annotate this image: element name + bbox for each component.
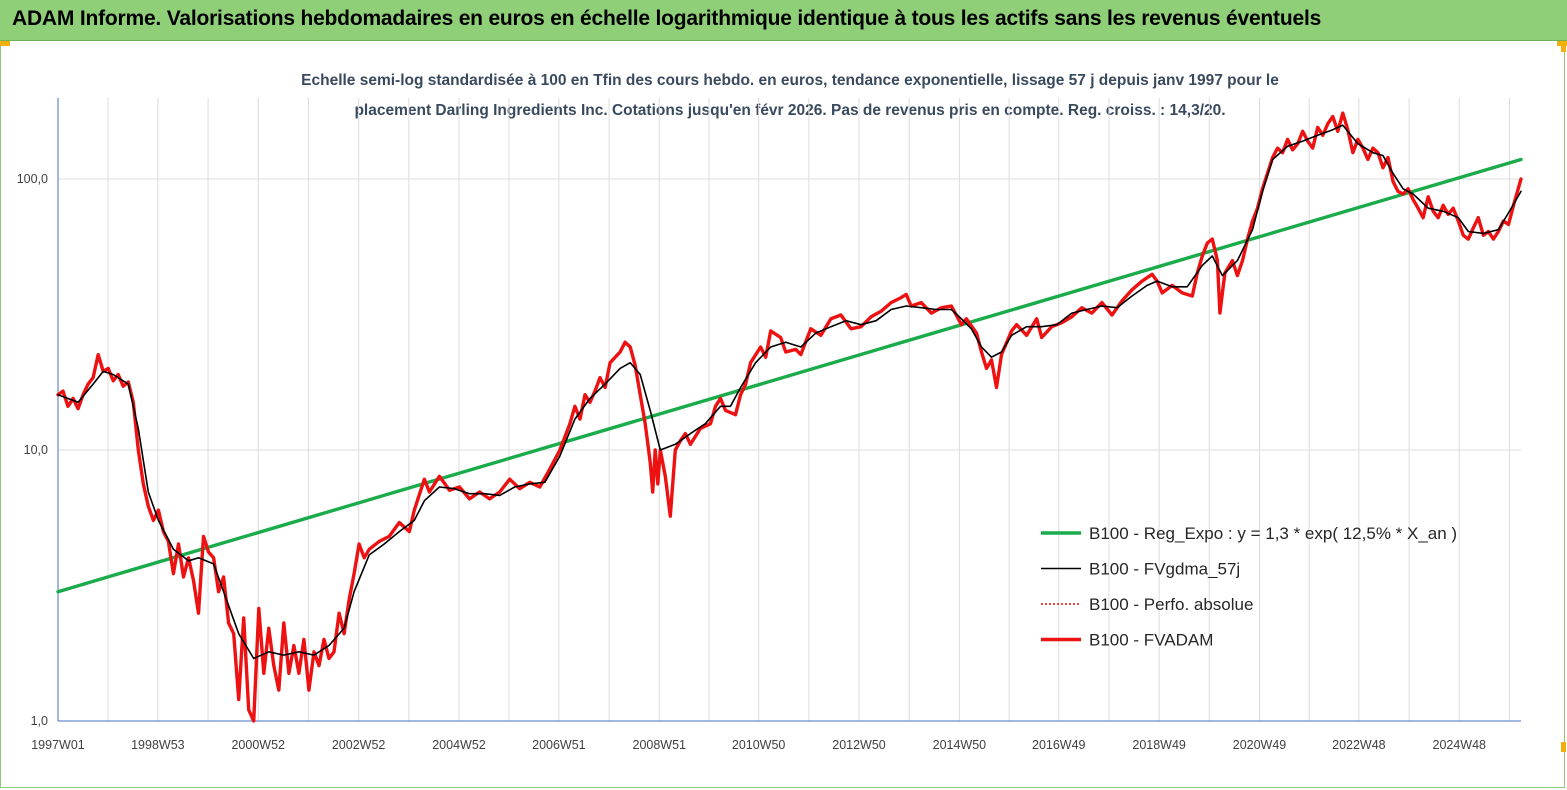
y-tick-label: 10,0 [24,443,48,457]
x-tick-label: 2016W49 [1032,738,1086,752]
x-tick-label: 1998W53 [131,738,185,752]
header-banner: ADAM Informe. Valorisations hebdomadaire… [0,0,1567,41]
chart-subtitle-line-1: Echelle semi-log standardisée à 100 en T… [301,72,1279,89]
legend-label: B100 - Perfo. absolue [1089,595,1253,614]
x-tick-label: 2018W49 [1132,738,1186,752]
x-tick-label: 2014W50 [933,738,987,752]
series-line [56,111,1523,723]
series [56,111,1523,723]
x-tick-label: 2008W51 [633,738,687,752]
series-line [56,157,1523,594]
x-tick-label: 2002W52 [332,738,386,752]
x-tick-label: 2022W48 [1332,738,1386,752]
corner-marker [1561,742,1566,752]
x-tick-label: 2000W52 [231,738,285,752]
grid [58,98,1521,722]
series-line [57,124,1522,660]
y-tick-label: 100,0 [17,172,48,186]
x-tick-label: 2004W52 [432,738,486,752]
y-tick-label: 1,0 [31,714,48,728]
legend-label: B100 - Reg_Expo : y = 1,3 * exp( 12,5% *… [1089,524,1457,543]
corner-marker [0,41,10,46]
x-tick-label: 2006W51 [532,738,586,752]
page-title: ADAM Informe. Valorisations hebdomadaire… [12,7,1322,30]
axes: 1,0 10,0 100,0 1997W01 1998W53 2000W52 2002W52… [17,98,1521,752]
corner-marker [1561,42,1566,52]
chart-subtitle-line-2: placement Darling Ingredients Inc. Cotat… [354,102,1226,119]
legend-label: B100 - FVgdma_57j [1089,560,1240,579]
x-tick-label: 1997W01 [31,738,85,752]
legend: B100 - Reg_Expo : y = 1,3 * exp( 12,5% *… [1041,524,1457,650]
legend-label: B100 - FVADAM [1089,631,1213,650]
x-tick-label: 2010W50 [732,738,786,752]
x-tick-label: 2024W48 [1433,738,1487,752]
x-tick-label: 2012W50 [832,738,886,752]
x-tick-label: 2020W49 [1233,738,1287,752]
